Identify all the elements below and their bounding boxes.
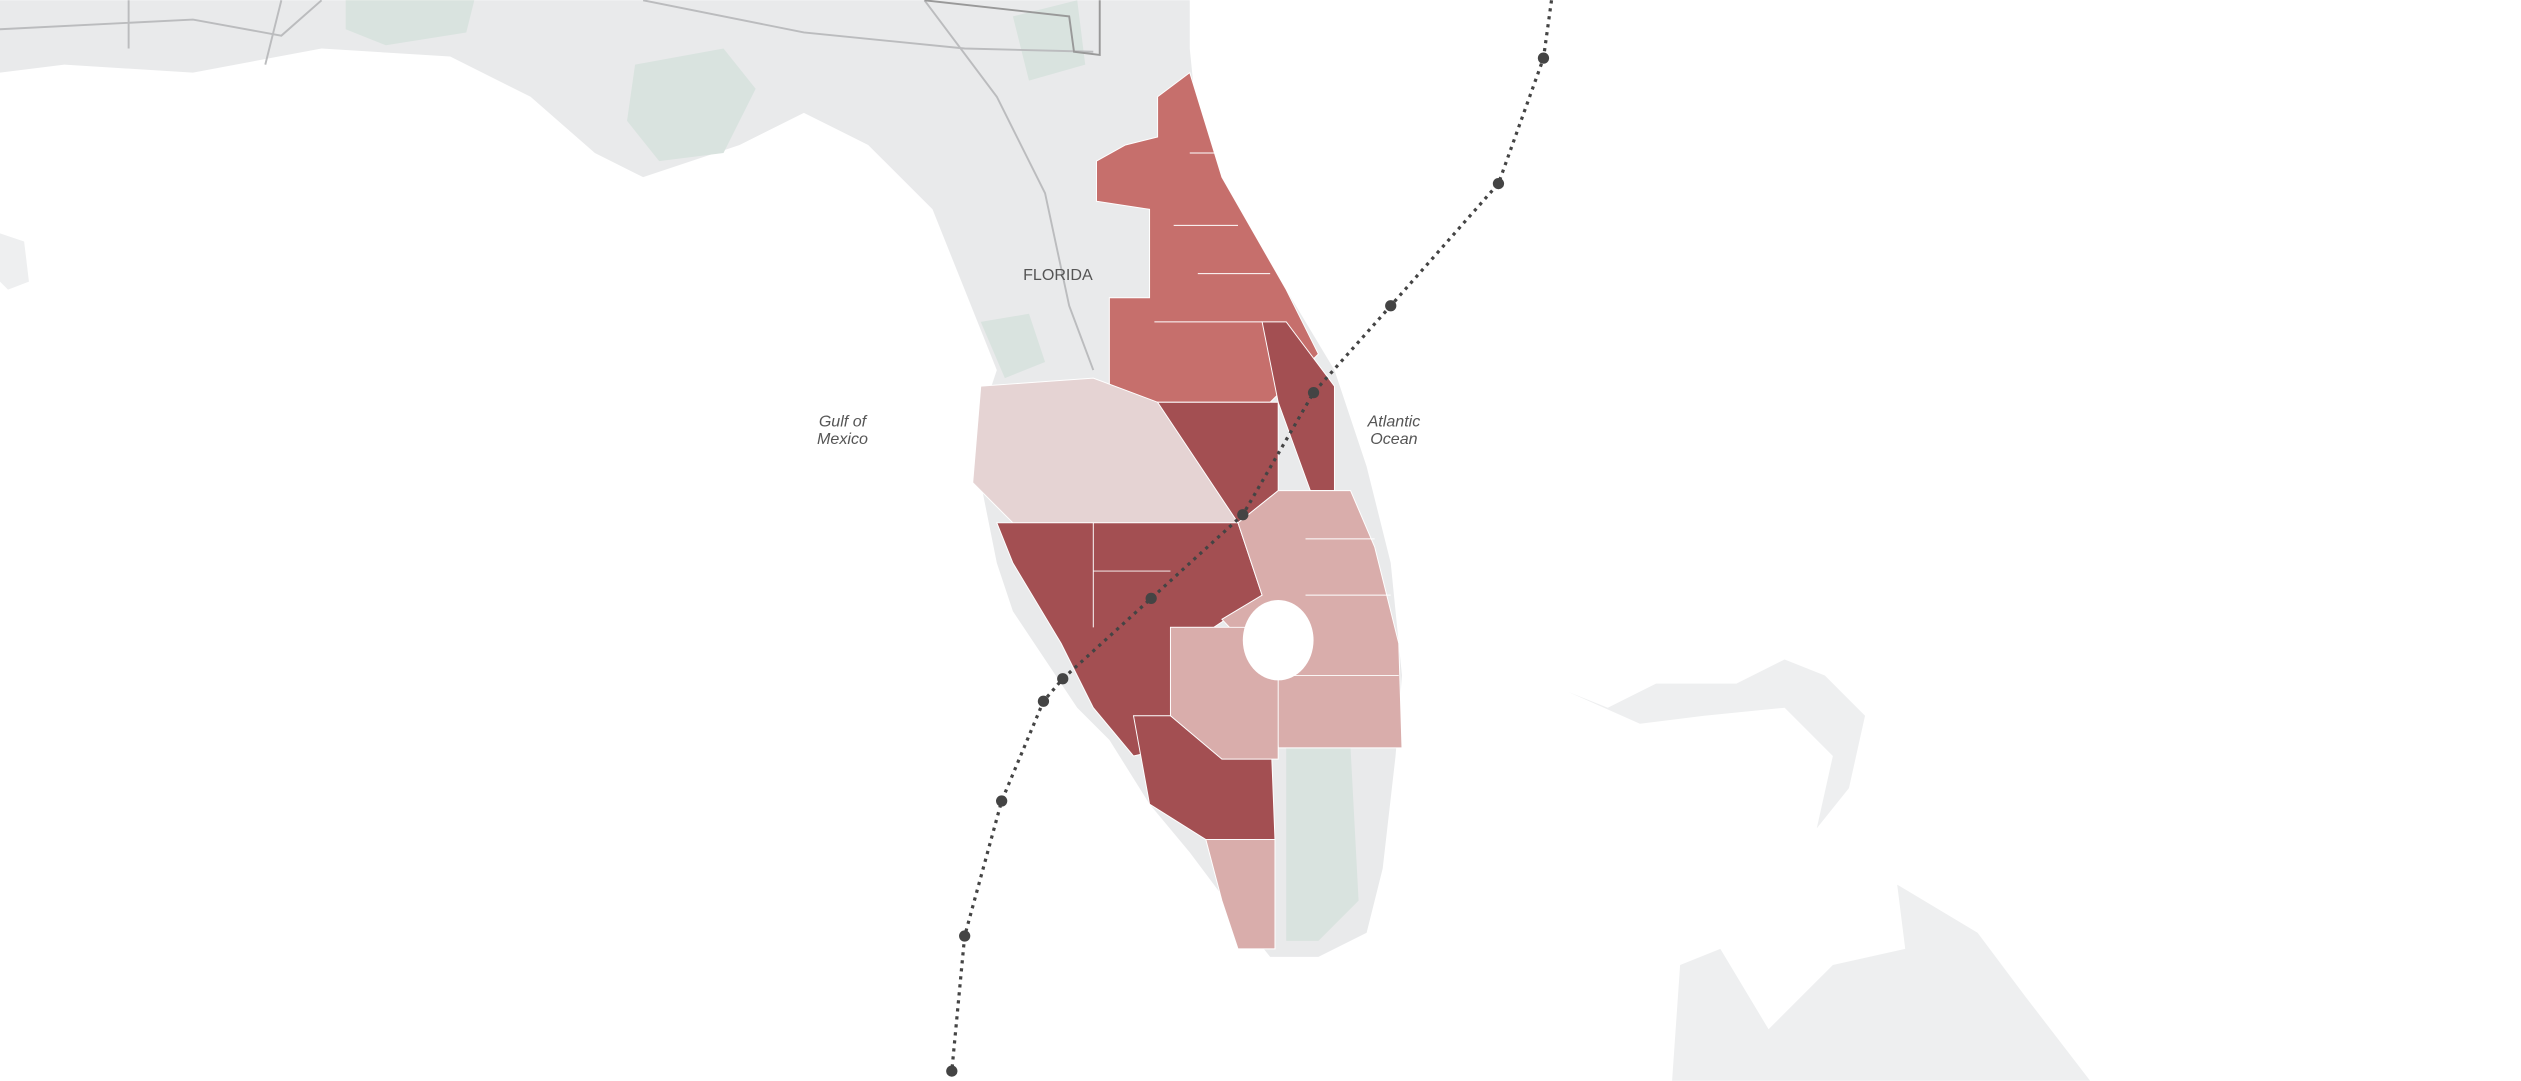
state-label: FLORIDA <box>1023 266 1093 284</box>
island <box>1567 659 1866 829</box>
roads <box>0 0 1095 371</box>
storm-points <box>946 52 1550 1077</box>
water-label: Mexico <box>817 430 868 448</box>
lake <box>1242 599 1314 681</box>
island <box>0 233 29 290</box>
county <box>1205 839 1276 950</box>
counties <box>972 71 1403 950</box>
parks <box>345 0 1359 941</box>
water-label: Atlantic <box>1367 412 1421 430</box>
storm-track <box>950 0 1554 1072</box>
water-label: Ocean <box>1370 430 1417 448</box>
land <box>0 0 1402 957</box>
state-border <box>924 0 1101 57</box>
water-label: Gulf of <box>819 412 868 430</box>
island <box>1672 884 2091 1081</box>
county <box>1096 71 1319 403</box>
